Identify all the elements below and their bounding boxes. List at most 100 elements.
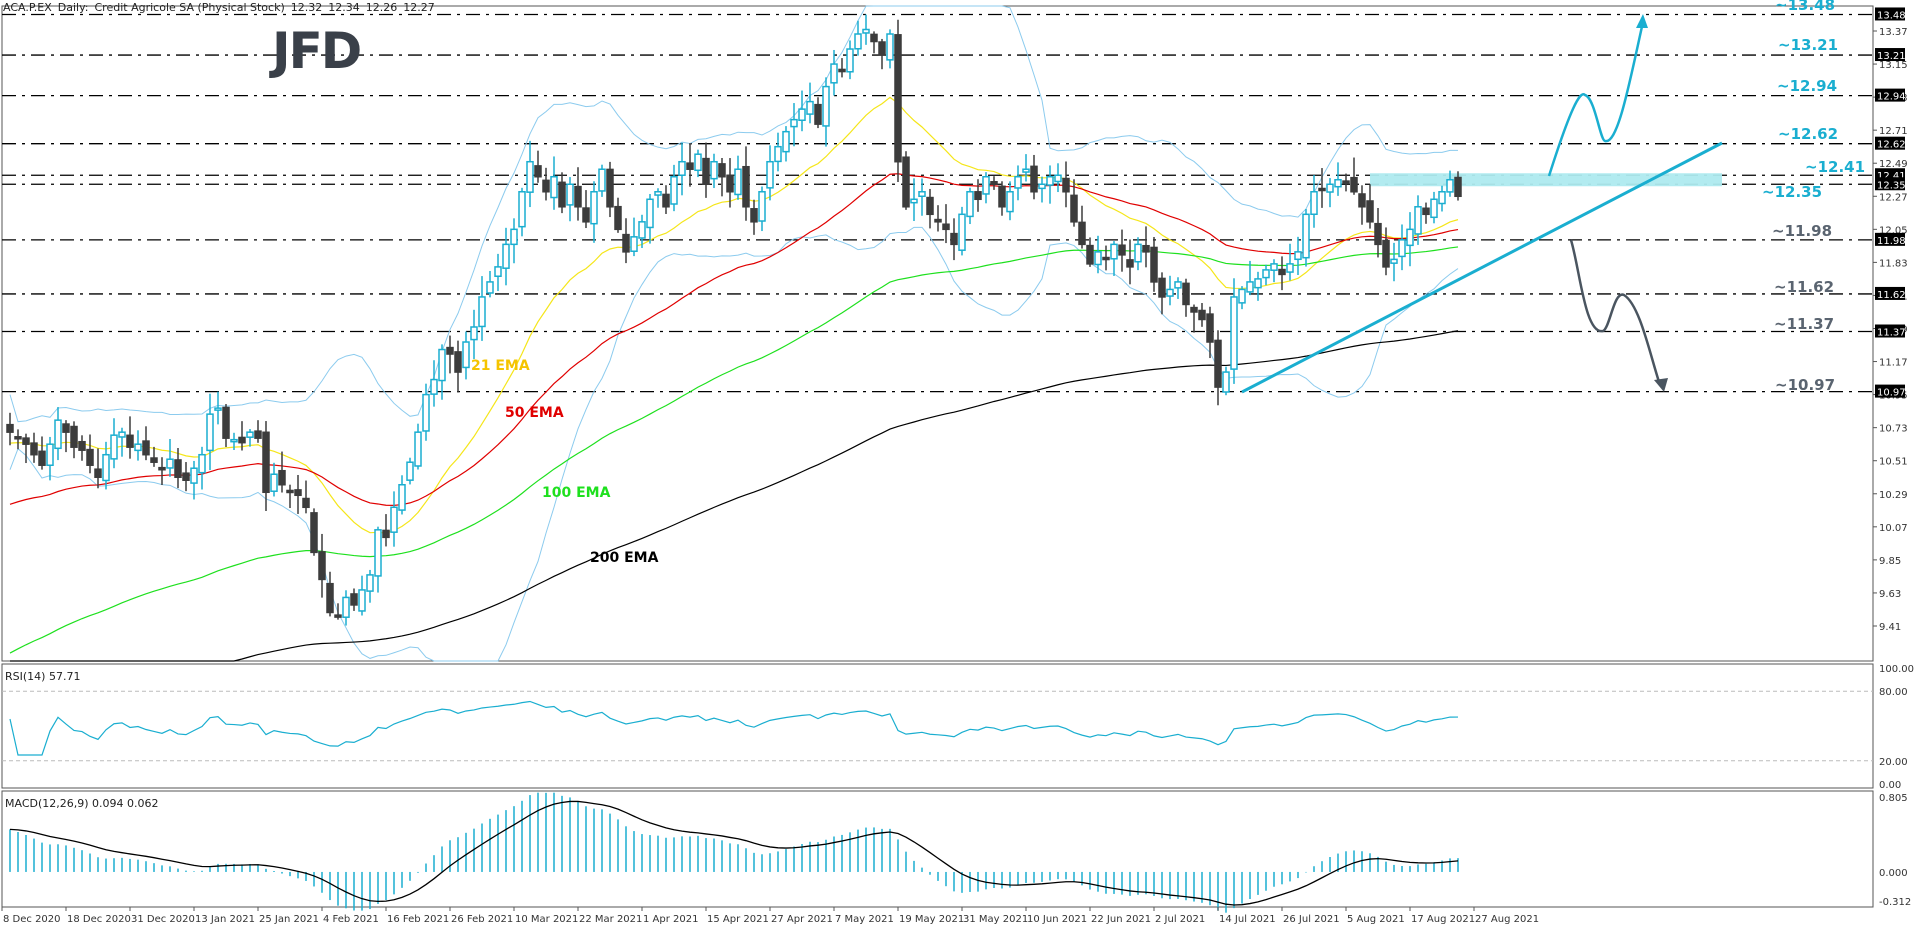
- candle[interactable]: [1070, 179, 1078, 227]
- candle[interactable]: [6, 412, 14, 446]
- candle[interactable]: [638, 214, 646, 249]
- candle[interactable]: [1278, 256, 1286, 291]
- candle[interactable]: [1022, 154, 1030, 182]
- candle[interactable]: [454, 340, 462, 393]
- candle[interactable]: [214, 391, 222, 425]
- candle[interactable]: [894, 19, 902, 183]
- candle[interactable]: [686, 143, 694, 187]
- candle[interactable]: [1246, 260, 1254, 296]
- candle[interactable]: [278, 451, 286, 493]
- candle[interactable]: [542, 167, 550, 201]
- candle[interactable]: [774, 132, 782, 172]
- candle[interactable]: [1142, 226, 1150, 268]
- candle[interactable]: [1374, 207, 1382, 258]
- candle[interactable]: [1310, 175, 1318, 228]
- candle[interactable]: [1134, 237, 1142, 271]
- candle[interactable]: [662, 185, 670, 214]
- candle[interactable]: [870, 31, 878, 54]
- candle[interactable]: [822, 77, 830, 147]
- candle[interactable]: [782, 126, 790, 162]
- candle[interactable]: [1166, 275, 1174, 306]
- candle[interactable]: [918, 178, 926, 216]
- candle[interactable]: [574, 167, 582, 221]
- candle[interactable]: [1062, 161, 1070, 208]
- candle[interactable]: [974, 179, 982, 212]
- candle[interactable]: [478, 276, 486, 341]
- candle[interactable]: [326, 571, 334, 617]
- candle[interactable]: [94, 448, 102, 489]
- candle[interactable]: [1006, 181, 1014, 221]
- candle[interactable]: [14, 429, 22, 450]
- candle[interactable]: [846, 40, 854, 80]
- candle[interactable]: [934, 205, 942, 232]
- candle[interactable]: [902, 151, 910, 210]
- candle[interactable]: [310, 508, 318, 556]
- candle[interactable]: [286, 484, 294, 509]
- candle[interactable]: [430, 360, 438, 407]
- candle[interactable]: [630, 217, 638, 257]
- candle[interactable]: [1198, 303, 1206, 327]
- candle[interactable]: [1150, 236, 1158, 292]
- candle[interactable]: [702, 142, 710, 198]
- candle[interactable]: [1294, 236, 1302, 275]
- candle[interactable]: [742, 146, 750, 221]
- candle[interactable]: [518, 187, 526, 237]
- candle[interactable]: [1190, 304, 1198, 333]
- candle[interactable]: [950, 218, 958, 261]
- candle[interactable]: [566, 177, 574, 222]
- candle[interactable]: [206, 393, 214, 471]
- candle[interactable]: [1086, 237, 1094, 267]
- candle[interactable]: [942, 204, 950, 244]
- candle[interactable]: [1206, 306, 1214, 359]
- candle[interactable]: [862, 14, 870, 45]
- candle[interactable]: [1398, 224, 1406, 271]
- candle[interactable]: [270, 462, 278, 497]
- candle[interactable]: [726, 158, 734, 208]
- candle[interactable]: [1222, 366, 1230, 396]
- candle[interactable]: [606, 161, 614, 218]
- candle[interactable]: [678, 142, 686, 196]
- candle[interactable]: [470, 309, 478, 360]
- candle[interactable]: [790, 103, 798, 147]
- candle[interactable]: [766, 145, 774, 201]
- candle[interactable]: [590, 181, 598, 243]
- candle[interactable]: [670, 164, 678, 212]
- candle[interactable]: [158, 457, 166, 486]
- candle[interactable]: [1174, 277, 1182, 299]
- candle[interactable]: [926, 188, 934, 229]
- candle[interactable]: [1326, 178, 1334, 208]
- candle[interactable]: [646, 193, 654, 244]
- candle[interactable]: [1342, 173, 1350, 192]
- candle[interactable]: [1094, 235, 1102, 274]
- candle[interactable]: [1254, 271, 1262, 301]
- candle[interactable]: [86, 434, 94, 474]
- candle[interactable]: [966, 187, 974, 225]
- candle[interactable]: [334, 603, 342, 620]
- candle[interactable]: [758, 186, 766, 232]
- candle[interactable]: [190, 460, 198, 500]
- candle[interactable]: [806, 82, 814, 124]
- candle[interactable]: [254, 420, 262, 443]
- candle[interactable]: [1270, 259, 1278, 283]
- candle[interactable]: [62, 420, 70, 453]
- candle[interactable]: [118, 427, 126, 457]
- candle[interactable]: [398, 475, 406, 515]
- candle[interactable]: [462, 331, 470, 380]
- candle[interactable]: [718, 157, 726, 197]
- candle[interactable]: [558, 172, 566, 214]
- candle[interactable]: [318, 533, 326, 598]
- candle[interactable]: [390, 491, 398, 547]
- candle[interactable]: [230, 432, 238, 450]
- candle[interactable]: [1158, 272, 1166, 315]
- candle[interactable]: [1118, 229, 1126, 272]
- candle[interactable]: [1230, 278, 1238, 384]
- candle[interactable]: [238, 421, 246, 451]
- candle[interactable]: [998, 181, 1006, 216]
- candle[interactable]: [1318, 168, 1326, 208]
- candle[interactable]: [654, 188, 662, 208]
- candle[interactable]: [374, 526, 382, 593]
- candle[interactable]: [342, 590, 350, 626]
- candle[interactable]: [414, 423, 422, 470]
- candle[interactable]: [70, 421, 78, 459]
- candle[interactable]: [734, 155, 742, 200]
